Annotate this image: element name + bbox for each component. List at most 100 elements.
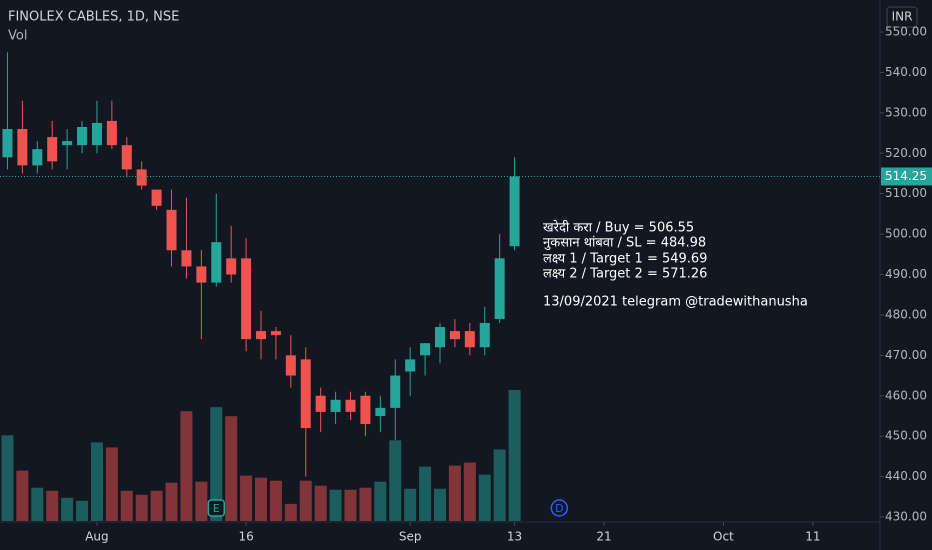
volume-bar: [389, 440, 402, 521]
volume-bar: [299, 480, 312, 521]
y-tick-label: 550.00: [885, 25, 927, 39]
y-tick-label: 490.00: [885, 267, 927, 281]
y-tick-label: 510.00: [885, 186, 927, 200]
x-tick-label: 13: [507, 530, 522, 544]
volume-bar: [493, 449, 506, 521]
candle-body: [181, 250, 192, 267]
volume-bar: [344, 489, 357, 521]
candle-body: [479, 323, 490, 348]
volume-bar: [120, 490, 133, 521]
y-tick-label: 450.00: [885, 429, 927, 443]
candle-body: [420, 343, 431, 356]
volume-bar: [165, 482, 178, 521]
candle-body: [241, 258, 252, 340]
volume-bar: [314, 485, 327, 521]
volume-bar: [359, 487, 372, 521]
volume-bar: [434, 488, 446, 521]
volume-bar: [210, 407, 223, 521]
currency-label[interactable]: INR: [892, 10, 913, 24]
candle-body: [121, 145, 132, 170]
chart-title: FINOLEX CABLES, 1D, NSE: [8, 10, 179, 25]
volume-bar: [46, 490, 59, 521]
volume-bar: [463, 462, 476, 521]
candle-body: [285, 355, 296, 376]
y-tick-label: 480.00: [885, 307, 927, 321]
y-tick-label: 430.00: [885, 510, 927, 524]
event-label: D: [555, 502, 563, 515]
volume-bar: [135, 494, 148, 521]
candle-body: [494, 258, 505, 319]
candle-body: [2, 129, 13, 158]
candle-body: [211, 242, 222, 283]
volume-bars: [1, 390, 521, 521]
candle-body: [106, 120, 117, 146]
volume-bar: [1, 435, 14, 521]
volume-bar: [90, 442, 103, 521]
candle-body: [300, 359, 311, 429]
x-tick-label: 11: [805, 530, 820, 544]
candle-body: [77, 126, 88, 146]
event-marker: [207, 499, 226, 517]
volume-bar: [448, 465, 461, 521]
volume-bar: [240, 475, 253, 521]
volume-bar: [508, 390, 521, 521]
candle-body: [62, 141, 73, 146]
annotation: लक्ष्य 2 / Target 2 = 571.26: [543, 267, 707, 282]
volume-bar: [195, 481, 208, 521]
currency-box[interactable]: [886, 6, 918, 28]
candle-body: [270, 331, 281, 336]
y-tick-label: 440.00: [885, 469, 927, 483]
x-tick-label: 16: [238, 530, 253, 544]
x-tick-label: 21: [596, 530, 611, 544]
x-tick-label: Oct: [713, 530, 734, 544]
annotation: नुकसान थांबवा / SL = 484.98: [543, 236, 706, 251]
volume-bar: [284, 503, 297, 521]
candle-body: [375, 407, 386, 416]
annotation: लक्ष्य 1 / Target 1 = 549.69: [543, 252, 707, 267]
candle-body: [435, 327, 445, 348]
candle-body: [449, 331, 460, 340]
volume-bar: [225, 416, 238, 521]
candle-body: [196, 266, 207, 283]
volume-bar: [61, 497, 74, 521]
candle-body: [464, 331, 475, 348]
x-tick-label: Sep: [399, 530, 422, 544]
volume-bar: [269, 480, 282, 521]
y-tick-label: 470.00: [885, 348, 927, 362]
volume-bar: [16, 470, 29, 521]
candle-body: [405, 359, 416, 372]
candle-body: [136, 169, 147, 186]
candle-body: [360, 395, 371, 425]
event-marker: [550, 499, 569, 517]
candle-body: [315, 395, 326, 412]
volume-bar: [255, 477, 268, 521]
y-tick-label: 530.00: [885, 105, 927, 119]
volume-bar: [180, 411, 193, 521]
last-price-label: 514.25: [885, 169, 927, 183]
volume-bar: [150, 490, 163, 521]
last-price-box: [881, 167, 932, 186]
candle-body: [256, 331, 267, 340]
volume-bar: [329, 489, 342, 521]
candle-body: [330, 399, 341, 412]
y-tick-label: 460.00: [885, 388, 927, 402]
volume-bar: [76, 500, 89, 521]
candle-body: [226, 258, 237, 275]
volume-label: Vol: [8, 29, 27, 44]
candle-body: [390, 375, 401, 408]
volume-bar: [419, 466, 432, 521]
candle-body: [509, 176, 520, 247]
volume-bar: [105, 447, 118, 521]
y-tick-label: 520.00: [885, 146, 927, 160]
y-tick-label: 540.00: [885, 65, 927, 79]
volume-bar: [374, 481, 387, 521]
candle-body: [47, 137, 58, 162]
candle-body: [32, 149, 43, 166]
volume-bar: [478, 474, 491, 521]
event-label: E: [213, 502, 220, 515]
x-tick-label: Aug: [85, 530, 108, 544]
candle-body: [345, 399, 356, 412]
annotation: खरेदी करा / Buy = 506.55: [543, 220, 694, 236]
